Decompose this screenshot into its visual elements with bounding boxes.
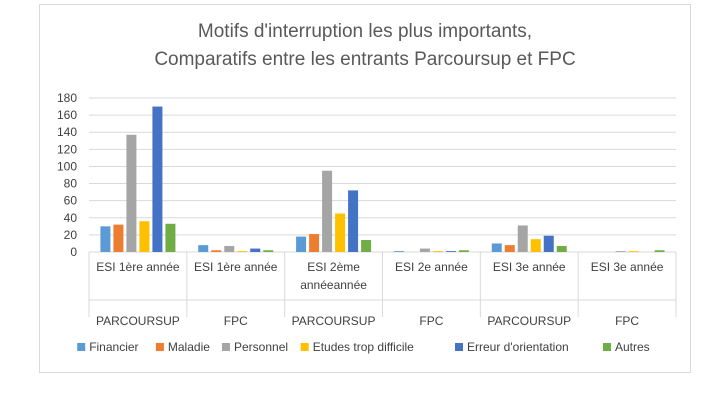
bar-erreur-d-orientation-cat-5	[543, 235, 554, 252]
category-group-label: PARCOURSUP	[487, 314, 571, 328]
bar-personnel-cat-3	[322, 170, 333, 252]
category-label: ESI 2ème	[307, 260, 360, 274]
y-tick-label: 120	[57, 142, 77, 156]
category-label: ESI 3e année	[591, 260, 664, 274]
bar-financier-cat-1	[100, 226, 111, 252]
bar-maladie-cat-1	[113, 224, 124, 252]
legend-swatch-5	[455, 343, 463, 351]
y-tick-label: 160	[57, 108, 77, 122]
legend-swatch-2	[155, 343, 164, 351]
legend-swatch-3	[222, 343, 230, 351]
bar-autres-cat-2	[263, 250, 274, 252]
bar-autres-cat-4	[458, 250, 469, 252]
bar-erreur-d-orientation-cat-3	[348, 190, 359, 252]
legend-label: Erreur d'orientation	[467, 340, 569, 354]
legend-swatch-6	[603, 343, 611, 351]
legend-label: Financier	[89, 340, 138, 354]
y-tick-label: 0	[70, 245, 77, 259]
bar-autres-cat-1	[165, 223, 176, 252]
category-group-label: FPC	[224, 314, 248, 328]
y-tick-label: 20	[64, 228, 78, 242]
bar-financier-cat-4	[393, 251, 404, 252]
y-tick-label: 60	[64, 194, 78, 208]
bar-etudes-trop-difficile-cat-2	[237, 251, 248, 252]
bar-maladie-cat-3	[309, 234, 320, 252]
category-label: annéeannée	[300, 278, 367, 292]
bar-personnel-cat-1	[126, 134, 137, 252]
bar-etudes-trop-difficile-cat-1	[139, 221, 150, 252]
legend-label: Autres	[615, 340, 650, 354]
chart-frame: Motifs d'interruption les plus important…	[39, 4, 691, 373]
bar-etudes-trop-difficile-cat-4	[432, 251, 443, 252]
legend: Financier Maladie Personnel Etudes trop dif…	[77, 340, 650, 354]
category-label: ESI 2e année	[395, 260, 468, 274]
legend-label: Personnel	[234, 340, 288, 354]
bar-erreur-d-orientation-cat-1	[152, 106, 163, 252]
legend-label: Maladie	[168, 340, 210, 354]
gridlines	[89, 97, 676, 253]
bar-personnel-cat-4	[419, 248, 430, 252]
bar-maladie-cat-5	[504, 245, 515, 252]
chart-title-line-2: Comparatifs entre les entrants Parcoursu…	[154, 49, 575, 70]
bar-erreur-d-orientation-cat-2	[250, 248, 261, 252]
chart-svg: Motifs d'interruption les plus important…	[57, 21, 677, 354]
y-axis-ticks: 0 20 40 60 80 100 120 140 160 180	[57, 91, 77, 259]
bar-personnel-cat-2	[224, 246, 235, 252]
legend-swatch-1	[77, 343, 86, 351]
bar-autres-cat-5	[556, 246, 567, 252]
category-group-label: FPC	[419, 314, 443, 328]
category-label: ESI 3e année	[493, 260, 566, 274]
legend-swatch-4	[300, 343, 309, 351]
bar-autres-cat-3	[361, 240, 372, 252]
bar-etudes-trop-difficile-cat-5	[530, 239, 541, 252]
bar-maladie-cat-2	[211, 250, 222, 252]
bar-financier-cat-5	[491, 243, 502, 252]
category-group-label: FPC	[615, 314, 639, 328]
bar-financier-cat-2	[198, 245, 209, 252]
x-axis-categories: ESI 1ère année PARCOURSUP ESI 1ère année FP…	[88, 252, 677, 328]
chart-title-line-1: Motifs d'interruption les plus important…	[198, 21, 532, 42]
category-label: ESI 1ère année	[194, 260, 278, 274]
bar-personnel-cat-6	[615, 251, 626, 252]
bar-financier-cat-3	[296, 236, 307, 252]
y-tick-label: 180	[57, 91, 77, 105]
category-label: ESI 1ère année	[96, 260, 180, 274]
y-tick-label: 140	[57, 125, 77, 139]
chart-title: Motifs d'interruption les plus important…	[154, 21, 575, 70]
bar-erreur-d-orientation-cat-4	[445, 251, 456, 252]
category-group-label: PARCOURSUP	[292, 314, 376, 328]
bars	[100, 106, 665, 252]
bar-autres-cat-6	[654, 250, 665, 252]
y-tick-label: 80	[64, 177, 78, 191]
y-tick-label: 40	[64, 211, 78, 225]
bar-personnel-cat-5	[517, 225, 528, 252]
bar-etudes-trop-difficile-cat-6	[628, 251, 639, 252]
legend-label: Etudes trop difficile	[313, 340, 414, 354]
category-group-label: PARCOURSUP	[96, 314, 180, 328]
bar-etudes-trop-difficile-cat-3	[335, 213, 346, 252]
y-tick-label: 100	[57, 159, 77, 173]
